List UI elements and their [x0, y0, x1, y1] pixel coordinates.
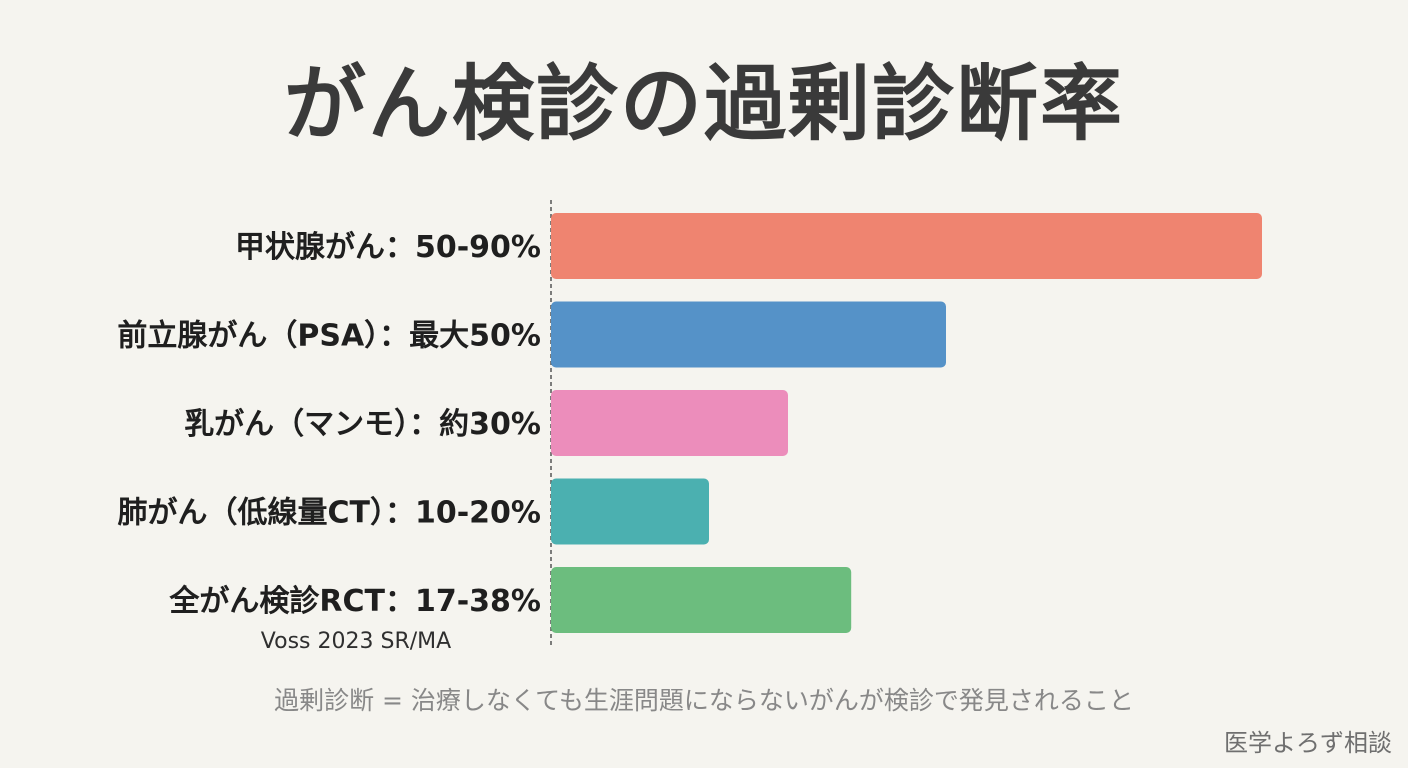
- category-label: 全がん検診RCT：17-38%: [168, 584, 541, 619]
- bar: [551, 301, 946, 368]
- category-label: 前立腺がん（PSA）：最大50%: [117, 319, 541, 354]
- category-label: 乳がん（マンモ）：約30%: [184, 407, 541, 442]
- credit-label: 医学よろず相談: [1224, 729, 1392, 757]
- bar: [551, 390, 788, 456]
- bar: [551, 567, 852, 633]
- chart-title: がん検診の過剰診断率: [283, 57, 1124, 152]
- bar: [551, 213, 1262, 279]
- definition-footnote: 過剰診断 = 治療しなくても生涯問題にならないがんが検診で発見されること: [274, 686, 1134, 715]
- category-label: 甲状腺がん：50-90%: [235, 230, 541, 265]
- source-annotation: Voss 2023 SR/MA: [261, 629, 451, 654]
- bar: [551, 478, 709, 545]
- category-label: 肺がん（低線量CT）：10-20%: [118, 496, 542, 531]
